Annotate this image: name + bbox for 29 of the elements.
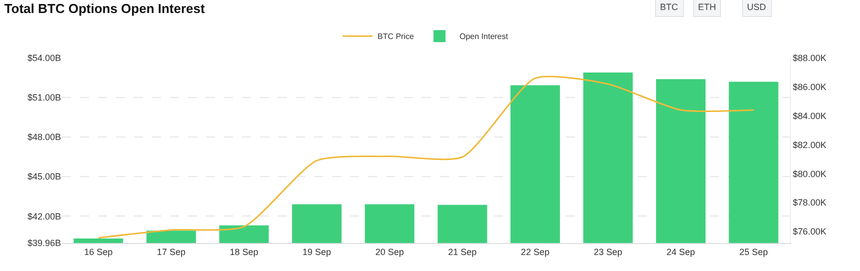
y-tick-label: $54.00B	[27, 53, 61, 64]
text: USD	[747, 2, 766, 12]
x-tick-label: 16 Sep	[84, 246, 113, 257]
chart-title: Total BTC Options Open Interest	[4, 1, 206, 16]
legend-label: BTC Price	[378, 32, 414, 42]
text: ETH	[698, 2, 716, 12]
x-tick-label: 18 Sep	[230, 246, 258, 257]
y-tick-label: $48.00B	[27, 132, 61, 142]
x-tick-label: 21 Sep	[448, 246, 477, 257]
y2-tick-label: $76.00K	[792, 226, 826, 237]
y2-tick-label: $84.00K	[792, 110, 826, 121]
x-tick-label: 24 Sep	[666, 246, 696, 257]
x-tick-label: 23 Sep	[594, 246, 622, 257]
y2-tick-label: $78.00K	[792, 198, 826, 208]
x-tick-label: 22 Sep	[520, 246, 550, 257]
y2-tick-label: $82.00K	[792, 140, 826, 150]
x-tick-label: 25 Sep	[739, 246, 768, 257]
x-tick-label: 17 Sep	[156, 246, 186, 257]
y-tick-label: $42.00B	[27, 211, 61, 222]
x-tick-label: 20 Sep	[375, 246, 404, 257]
x-tick-label: 19 Sep	[302, 246, 332, 257]
y-tick-label: $51.00B	[27, 92, 61, 103]
y-tick-label: $45.00B	[27, 172, 61, 182]
y2-tick-label: $88.00K	[792, 53, 826, 64]
legend-label: Open Interest	[460, 32, 509, 42]
y2-tick-label: $80.00K	[792, 168, 826, 179]
text: BTC	[660, 2, 678, 12]
y2-tick-label: $86.00K	[792, 82, 826, 92]
y-tick-label: $39.96B	[27, 238, 61, 248]
